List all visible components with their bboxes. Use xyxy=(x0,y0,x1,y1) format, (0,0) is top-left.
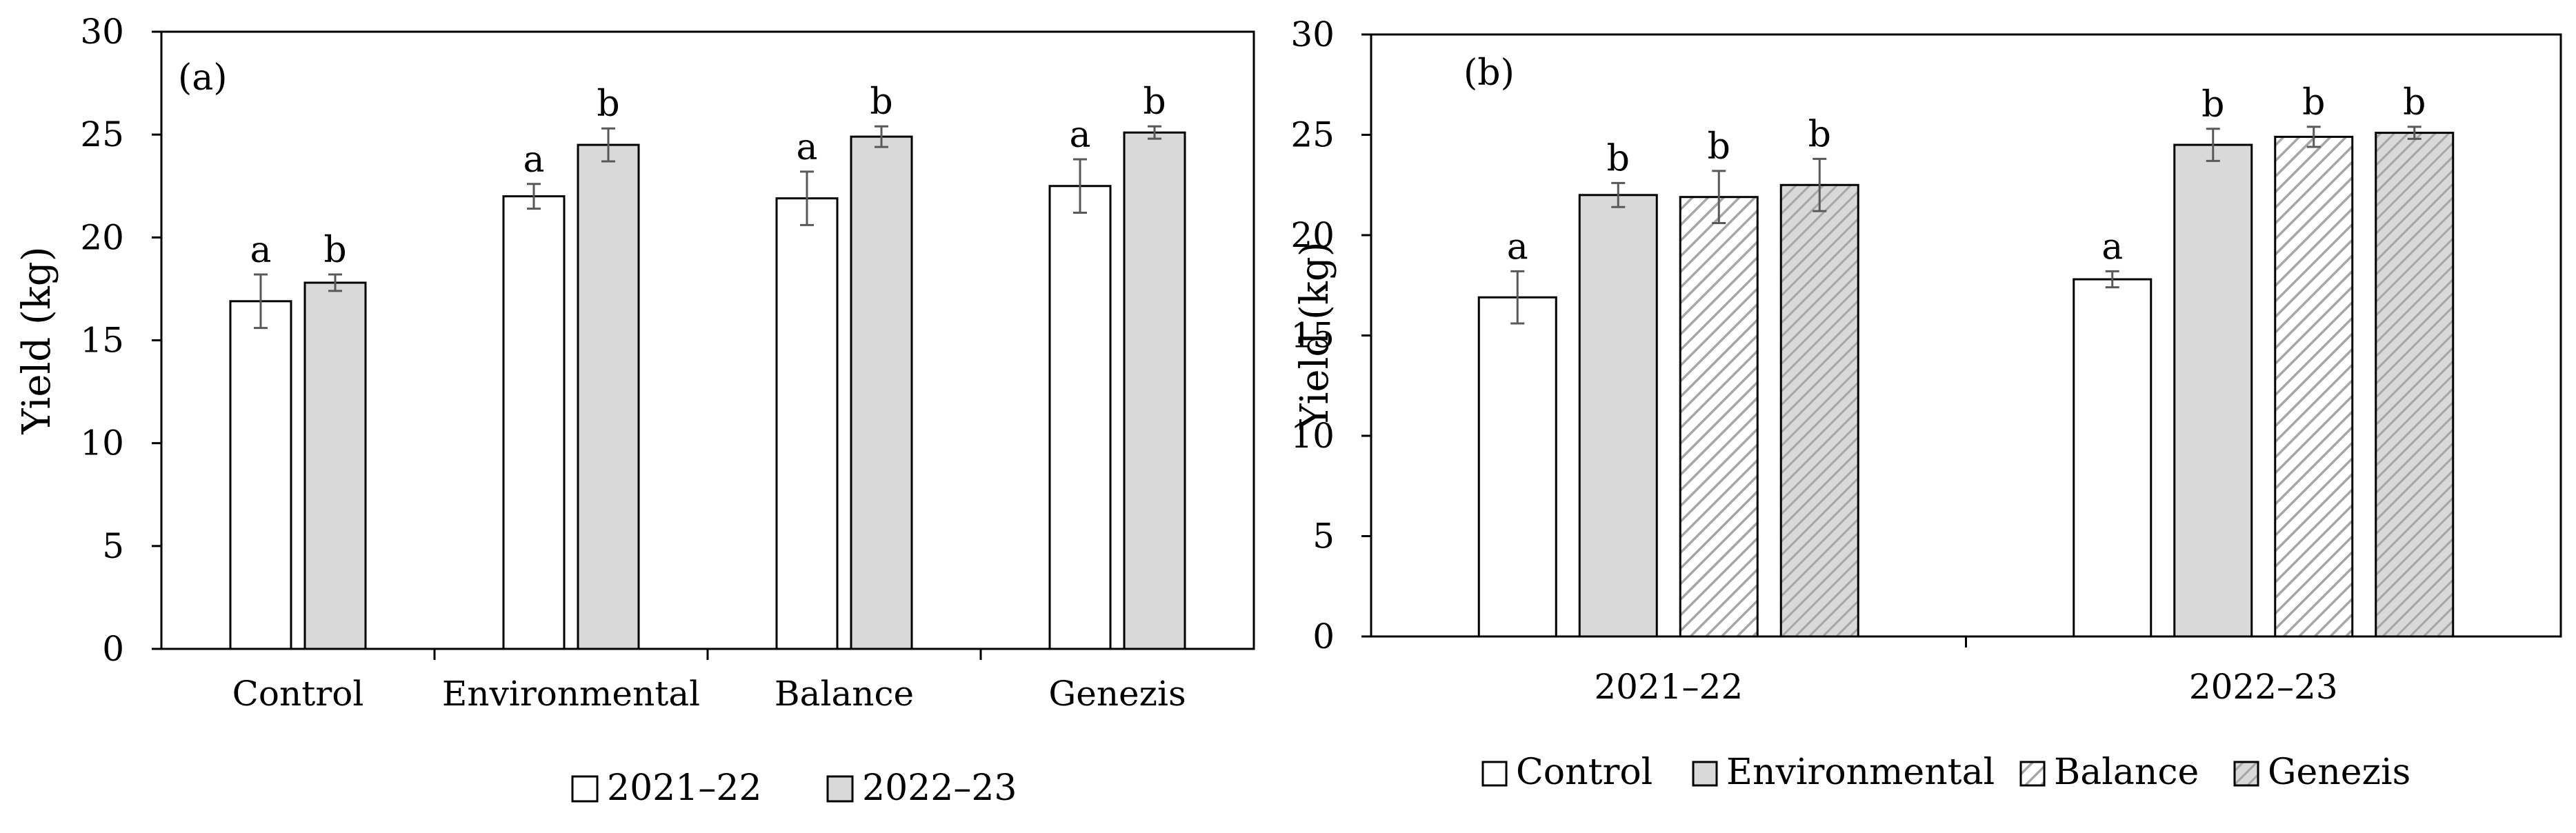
error-bar xyxy=(1148,125,1161,140)
x-category-label: 2022–23 xyxy=(2189,667,2338,707)
y-tick-label: 10 xyxy=(1290,416,1335,456)
bar-2022-23-environmental xyxy=(577,143,640,650)
legend-label-control: Control xyxy=(1516,752,1653,793)
legend-label-environmental: Environmental xyxy=(1726,752,1995,793)
bar-2021-22-environmental xyxy=(502,195,566,650)
legend-swatch-control xyxy=(1481,761,1508,787)
error-bar xyxy=(875,125,888,148)
x-category-label: Environmental xyxy=(442,674,700,714)
y-tick-label: 25 xyxy=(80,114,124,154)
y-tick-label: 20 xyxy=(1290,215,1335,255)
x-category-label: Control xyxy=(232,674,364,714)
legend-swatch-genezis xyxy=(2233,761,2259,787)
error-bar xyxy=(601,127,615,163)
significance-letter: b xyxy=(870,81,892,123)
y-tick-label: 30 xyxy=(80,12,124,52)
x-category-label: 2021–22 xyxy=(1594,667,1743,707)
significance-letter: b xyxy=(323,230,346,271)
legend-swatch-2022-23 xyxy=(826,775,854,803)
significance-letter: a xyxy=(1507,226,1528,268)
legend-label-2021-22: 2021–22 xyxy=(607,767,762,809)
bar-genezis-2021-22 xyxy=(1779,183,1859,638)
y-tick-label: 25 xyxy=(1290,115,1335,155)
y-tick-label: 30 xyxy=(1290,14,1335,54)
chart-panel-b: 0 5 10 15 20 25 30 Yield (kg) (b) 2021–22 2022–23 a… xyxy=(1290,14,2562,793)
error-bar xyxy=(2407,126,2422,140)
error-bar xyxy=(1712,170,1726,225)
y-tick-label: 15 xyxy=(80,321,124,361)
significance-letter: b xyxy=(1708,126,1730,168)
legend-swatch-balance xyxy=(2019,761,2046,787)
bar-2021-22-genezis xyxy=(1048,185,1112,650)
bar-genezis-2022-23 xyxy=(2375,132,2455,638)
y-tick-label: 20 xyxy=(80,217,124,257)
significance-letter: a xyxy=(796,127,817,168)
y-axis-title: Yield (kg) xyxy=(14,246,59,434)
y-tick-label: 0 xyxy=(1312,616,1335,656)
legend-swatch-2021-22 xyxy=(571,775,599,803)
bar-2021-22-control xyxy=(229,300,292,650)
error-bar xyxy=(2306,126,2321,148)
bar-2022-23-balance xyxy=(850,135,913,650)
error-bar xyxy=(328,273,342,292)
significance-letter: b xyxy=(2302,82,2325,123)
error-bar xyxy=(527,183,541,210)
error-bar xyxy=(1813,157,1827,212)
x-category-label: Balance xyxy=(775,674,914,714)
significance-letter: b xyxy=(1808,114,1831,155)
panel-label: (a) xyxy=(178,57,228,99)
bar-balance-2021-22 xyxy=(1679,196,1759,638)
legend-label-2022-23: 2022–23 xyxy=(862,767,1017,809)
significance-letter: b xyxy=(1143,81,1166,123)
y-tick-label: 10 xyxy=(80,423,124,463)
y-tick-label: 5 xyxy=(1312,516,1335,556)
y-tick-label: 5 xyxy=(102,526,124,566)
bar-environmental-2021-22 xyxy=(1578,194,1658,638)
panel-label: (b) xyxy=(1464,52,1515,94)
bar-balance-2022-23 xyxy=(2274,135,2354,638)
y-axis-title: Yield (kg) xyxy=(1292,241,1337,430)
significance-letter: b xyxy=(1607,138,1630,179)
significance-letter: a xyxy=(1069,114,1090,156)
bar-2022-23-control xyxy=(303,281,367,650)
bar-control-2022-23 xyxy=(2073,278,2153,638)
x-category-label: Genezis xyxy=(1048,674,1186,714)
legend-label-balance: Balance xyxy=(2054,752,2199,793)
error-bar xyxy=(800,170,814,226)
significance-letter: a xyxy=(250,230,271,271)
error-bar xyxy=(2206,128,2220,162)
significance-letter: b xyxy=(2403,82,2426,123)
bar-2021-22-balance xyxy=(775,197,839,650)
y-tick-label: 15 xyxy=(1290,316,1335,356)
error-bar xyxy=(2105,270,2119,289)
significance-letter: a xyxy=(2101,226,2123,268)
legend-swatch-environmental xyxy=(1692,761,1718,787)
significance-letter: a xyxy=(523,139,544,181)
error-bar xyxy=(1510,270,1525,325)
error-bar xyxy=(1073,158,1087,214)
legend-label-genezis: Genezis xyxy=(2268,752,2410,793)
error-bar xyxy=(254,273,268,330)
bar-control-2021-22 xyxy=(1477,296,1557,638)
bar-environmental-2022-23 xyxy=(2173,143,2253,638)
significance-letter: b xyxy=(2201,84,2224,126)
y-tick-label: 0 xyxy=(102,629,124,669)
chart-panel-a: 0 5 10 15 20 25 30 Yield (kg) (a) Control Environm… xyxy=(14,12,1255,809)
significance-letter: b xyxy=(597,83,619,125)
error-bar xyxy=(1611,181,1626,208)
bar-2022-23-genezis xyxy=(1123,131,1186,650)
